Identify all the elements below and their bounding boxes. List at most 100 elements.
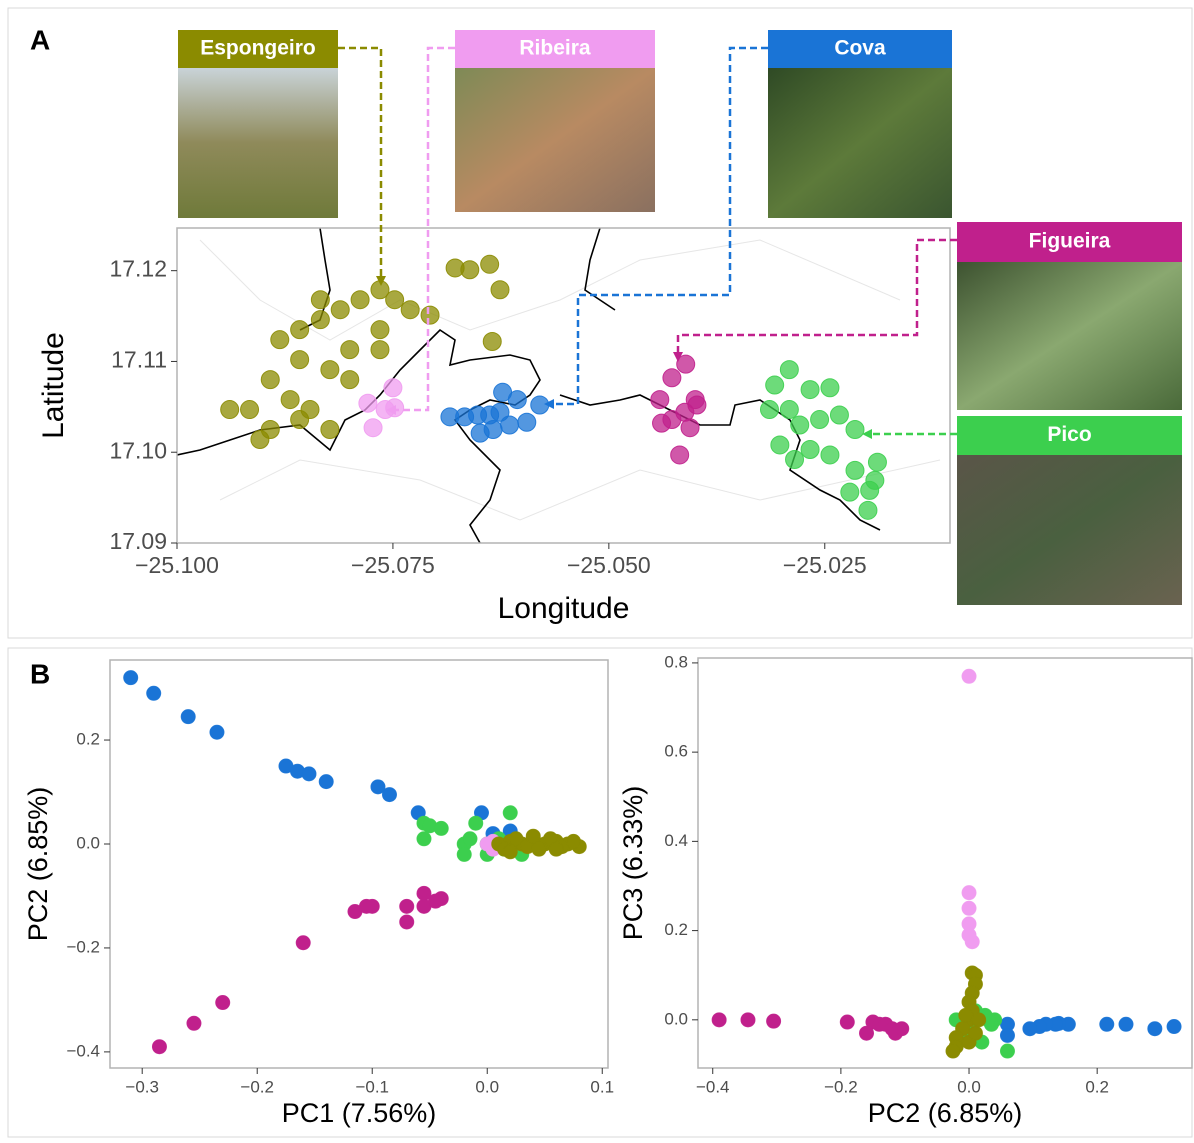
point	[261, 371, 279, 389]
point	[124, 671, 138, 685]
x-tick-label: 0.0	[475, 1077, 499, 1096]
point	[341, 341, 359, 359]
point	[780, 401, 798, 419]
x-tick-label: −25.100	[135, 552, 219, 578]
point	[481, 255, 499, 273]
point	[302, 767, 316, 781]
point	[331, 301, 349, 319]
plot-frame	[698, 658, 1192, 1068]
point	[469, 816, 483, 830]
point	[846, 421, 864, 439]
point	[221, 401, 239, 419]
point	[681, 419, 699, 437]
point	[841, 483, 859, 501]
point	[780, 361, 798, 379]
site-label: Ribeira	[519, 37, 591, 60]
point	[457, 847, 471, 861]
point	[216, 996, 230, 1010]
point	[972, 1013, 986, 1027]
y-axis-title: PC2 (6.85%)	[23, 787, 53, 942]
point	[503, 806, 517, 820]
point	[1100, 1017, 1114, 1031]
point	[341, 371, 359, 389]
point	[311, 311, 329, 329]
point	[962, 886, 976, 900]
point	[359, 394, 377, 412]
point	[321, 421, 339, 439]
point	[417, 832, 431, 846]
x-tick-label: −0.2	[824, 1077, 858, 1096]
site-photo	[455, 68, 655, 212]
x-tick-label: −0.4	[696, 1077, 730, 1096]
point	[384, 379, 402, 397]
point	[210, 725, 224, 739]
point	[821, 446, 839, 464]
point	[895, 1022, 909, 1036]
point	[296, 936, 310, 950]
point	[291, 411, 309, 429]
site-label: Espongeiro	[200, 37, 316, 60]
x-tick-label: −0.2	[240, 1077, 274, 1096]
point	[860, 1026, 874, 1040]
point	[962, 669, 976, 683]
site-label: Cova	[834, 37, 886, 60]
connector	[678, 240, 957, 358]
y-tick-label: 0.0	[76, 833, 100, 852]
x-tick-label: 0.0	[957, 1077, 981, 1096]
point	[830, 406, 848, 424]
point	[469, 406, 487, 424]
point	[147, 686, 161, 700]
point	[766, 376, 784, 394]
point	[1023, 1022, 1037, 1036]
point	[712, 1013, 726, 1027]
point	[791, 416, 809, 434]
point	[653, 414, 671, 432]
point	[959, 1008, 973, 1022]
point	[271, 331, 289, 349]
point	[291, 351, 309, 369]
point	[968, 1026, 982, 1040]
point	[741, 1013, 755, 1027]
y-tick-label: −0.2	[66, 937, 100, 956]
site-photo	[957, 262, 1182, 410]
page: −25.100−25.075−25.050−25.02517.0917.1017…	[0, 0, 1194, 1143]
point	[491, 403, 509, 421]
point	[321, 361, 339, 379]
point	[400, 915, 414, 929]
point	[503, 845, 517, 859]
connector	[390, 48, 455, 410]
site-label: Figueira	[1029, 230, 1111, 253]
point	[241, 401, 259, 419]
point	[811, 411, 829, 429]
point	[760, 401, 778, 419]
point	[386, 291, 404, 309]
point	[965, 935, 979, 949]
point	[821, 379, 839, 397]
connector	[338, 48, 381, 282]
point	[846, 461, 864, 479]
y-tick-label: 17.12	[109, 256, 167, 282]
figure: −25.100−25.075−25.050−25.02517.0917.1017…	[0, 0, 1194, 1138]
panel-letter: A	[30, 24, 50, 55]
point	[671, 446, 689, 464]
y-tick-label: 0.0	[664, 1009, 688, 1028]
site-label: Pico	[1047, 423, 1091, 446]
point	[187, 1016, 201, 1030]
y-tick-label: 17.09	[109, 528, 167, 554]
point	[866, 471, 884, 489]
site-photo	[178, 68, 338, 218]
point	[371, 341, 389, 359]
y-axis-title: PC3 (6.33%)	[618, 786, 648, 941]
point	[566, 834, 580, 848]
point	[400, 899, 414, 913]
site-photo	[957, 455, 1182, 605]
point	[281, 391, 299, 409]
y-tick-label: 17.10	[109, 437, 167, 463]
x-tick-label: 0.2	[1085, 1077, 1109, 1096]
y-tick-label: 0.4	[664, 831, 688, 850]
x-axis-title: Longitude	[498, 592, 630, 625]
panel-letter: B	[30, 658, 50, 689]
coast	[300, 228, 880, 530]
point	[181, 710, 195, 724]
